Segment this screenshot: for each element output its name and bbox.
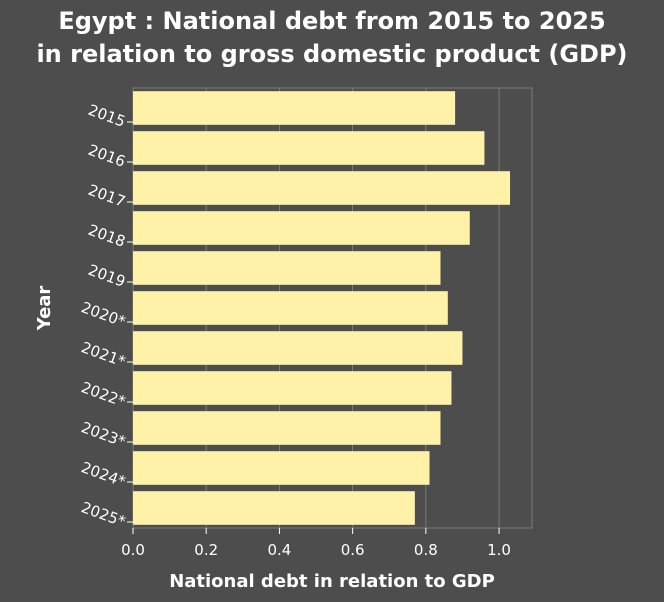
y-tick-label: 2024* [79, 458, 129, 491]
x-tick-label: 0.6 [341, 541, 365, 559]
y-tick-label: 2025* [79, 498, 129, 531]
bar [133, 291, 448, 325]
axes: 0.0 0.2 0.4 0.6 0.8 1.0 2015 2016 2017 2018 2019 20… [79, 101, 511, 559]
x-axis-title: National debt in relation to GDP [169, 571, 495, 592]
bar [133, 371, 452, 405]
y-tick-label: 2023* [79, 418, 129, 451]
bars [133, 91, 511, 525]
y-tick-label: 2021* [79, 338, 129, 371]
bar [133, 171, 511, 205]
y-tick-label: 2015 [86, 101, 128, 131]
y-tick-label: 2019 [86, 261, 128, 291]
y-tick-label: 2018 [86, 221, 128, 251]
x-tick-label: 1.0 [487, 541, 511, 559]
x-tick-label: 0.4 [267, 541, 291, 559]
bar [133, 131, 485, 165]
y-tick-label: 2022* [79, 378, 129, 411]
x-tick-label: 0.2 [194, 541, 218, 559]
chart-title-line-2: in relation to gross domestic product (G… [36, 40, 627, 68]
bar [133, 91, 456, 125]
bar [133, 211, 470, 245]
bar [133, 451, 430, 485]
chart-title-line-1: Egypt : National debt from 2015 to 2025 [58, 7, 605, 35]
bar [133, 251, 441, 285]
bar [133, 491, 415, 525]
y-axis-title: Year [34, 286, 55, 332]
x-tick-label: 0.8 [414, 541, 438, 559]
y-tick-label: 2017 [86, 181, 128, 211]
y-tick-label: 2020* [79, 298, 129, 331]
x-tick-label: 0.0 [121, 541, 145, 559]
bar [133, 331, 463, 365]
bar [133, 411, 441, 445]
y-tick-label: 2016 [86, 141, 128, 171]
